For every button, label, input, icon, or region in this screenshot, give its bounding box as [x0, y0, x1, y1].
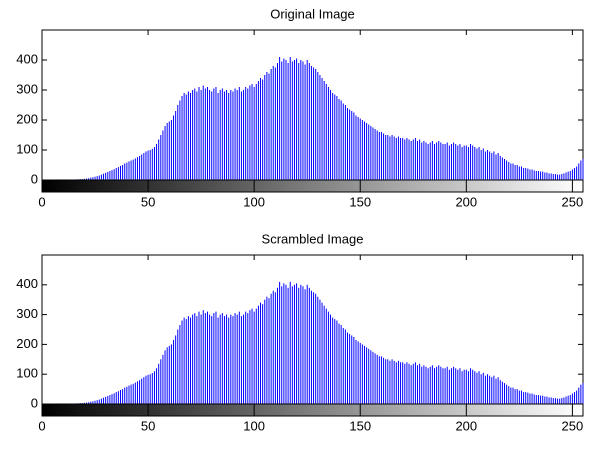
x-tick-label: 200 — [455, 194, 477, 209]
chart-title: Scrambled Image — [262, 231, 364, 246]
y-tick-label: 200 — [16, 111, 38, 126]
x-tick-label: 0 — [38, 418, 45, 433]
y-tick-label: 200 — [16, 336, 38, 351]
x-tick-label: 100 — [243, 194, 265, 209]
plot-area — [41, 254, 584, 405]
x-tick-label: 250 — [562, 194, 584, 209]
y-tick-label: 0 — [31, 395, 38, 410]
y-tick-label: 300 — [16, 306, 38, 321]
y-tick-label: 400 — [16, 276, 38, 291]
x-tick-label: 150 — [349, 418, 371, 433]
x-tick-label: 50 — [141, 418, 155, 433]
colorbar — [41, 179, 584, 193]
plot-area — [41, 29, 584, 181]
colorbar — [41, 403, 584, 417]
x-tick-label: 50 — [141, 194, 155, 209]
chart-title: Original Image — [270, 6, 355, 21]
y-tick-label: 400 — [16, 51, 38, 66]
y-tick-label: 0 — [31, 171, 38, 186]
y-tick-label: 100 — [16, 141, 38, 156]
x-tick-label: 250 — [562, 418, 584, 433]
x-tick-label: 0 — [38, 194, 45, 209]
y-tick-label: 300 — [16, 81, 38, 96]
y-tick-label: 100 — [16, 366, 38, 381]
x-tick-label: 200 — [455, 418, 477, 433]
x-tick-label: 150 — [349, 194, 371, 209]
x-tick-label: 100 — [243, 418, 265, 433]
